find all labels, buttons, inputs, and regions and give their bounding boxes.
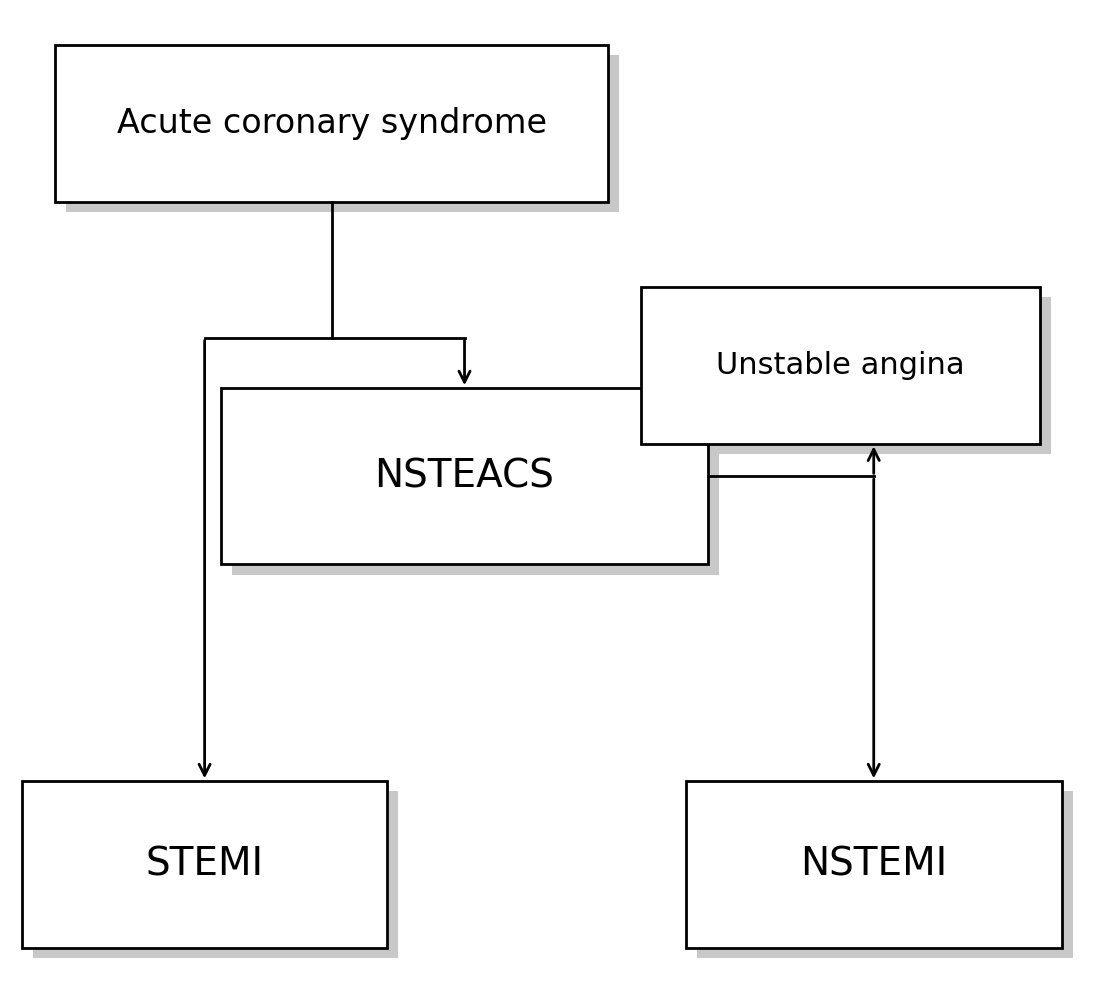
Bar [653,297,1051,454]
Text: Acute coronary syndrome: Acute coronary syndrome [117,107,546,140]
Bar [686,781,1062,948]
Text: Unstable angina: Unstable angina [717,351,964,380]
Text: NSTEMI: NSTEMI [800,846,948,883]
Bar [55,45,608,202]
Text: NSTEACS: NSTEACS [375,458,554,495]
Bar [232,398,719,575]
Text: STEMI: STEMI [146,846,263,883]
Bar [66,55,619,212]
Bar [641,287,1040,444]
Bar [221,388,708,564]
Bar [22,781,387,948]
Bar [697,791,1073,958]
Bar [33,791,398,958]
